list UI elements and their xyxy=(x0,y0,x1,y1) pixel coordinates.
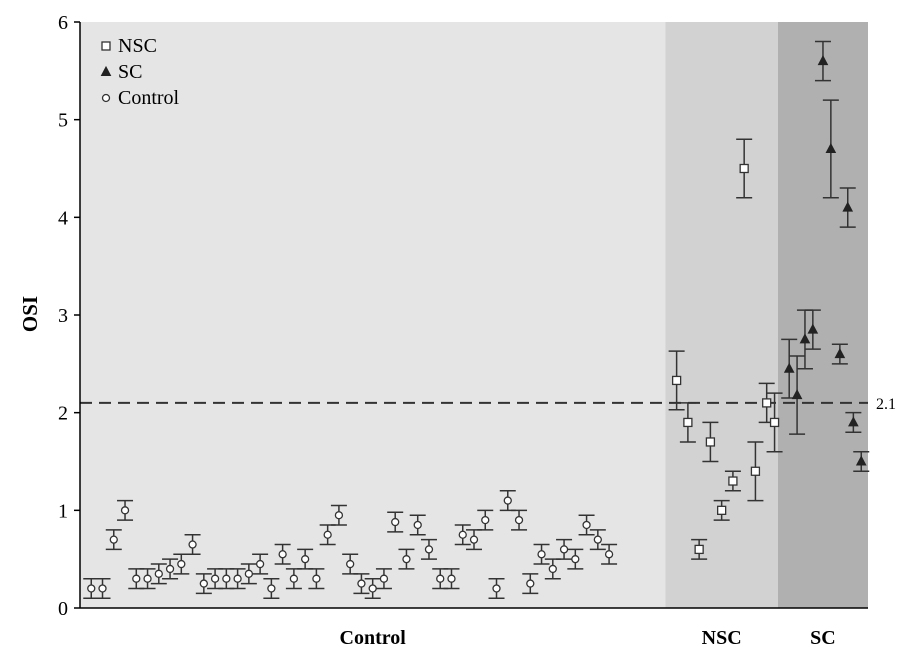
sc-point-1 xyxy=(791,389,803,400)
control-point-25 xyxy=(368,584,377,593)
control-point-32 xyxy=(447,574,456,583)
control-point-14 xyxy=(244,569,254,578)
y-tick-label-3: 3 xyxy=(58,305,68,327)
nsc-point-5 xyxy=(728,476,738,486)
control-point-23 xyxy=(346,559,355,569)
y-tick-label-4: 4 xyxy=(58,207,68,229)
control-point-41 xyxy=(548,564,557,574)
series-nsc xyxy=(668,138,783,560)
sc-point-9 xyxy=(855,455,867,466)
control-point-29 xyxy=(413,520,422,530)
nsc-point-9 xyxy=(769,417,780,428)
control-point-8 xyxy=(177,559,186,569)
sc-point-5 xyxy=(825,142,837,153)
control-point-16 xyxy=(267,584,276,593)
nsc-point-8 xyxy=(762,398,772,408)
nsc-point-0 xyxy=(671,375,682,386)
control-point-43 xyxy=(571,555,580,564)
control-point-33 xyxy=(458,530,467,539)
control-point-5 xyxy=(143,574,152,583)
nsc-point-2 xyxy=(694,544,704,555)
control-point-15 xyxy=(255,559,265,569)
y-tick-label-1: 1 xyxy=(58,500,68,522)
legend-label-sc: SC xyxy=(118,61,142,83)
data-series xyxy=(83,40,870,599)
control-point-1 xyxy=(98,584,107,593)
group-label-sc: SC xyxy=(810,627,836,647)
control-point-6 xyxy=(154,569,163,578)
control-point-35 xyxy=(481,515,490,525)
control-point-10 xyxy=(199,579,208,588)
control-point-21 xyxy=(323,530,332,539)
nsc-point-7 xyxy=(750,466,761,476)
y-tick-label-5: 5 xyxy=(58,110,68,132)
control-point-9 xyxy=(188,540,197,549)
control-point-36 xyxy=(492,584,501,593)
legend-marker-nsc xyxy=(101,41,111,51)
control-point-39 xyxy=(526,579,535,588)
reference-line-label: 2.1 xyxy=(876,396,896,413)
sc-point-0 xyxy=(783,362,795,373)
series-control xyxy=(83,490,618,599)
axes: 0 1 2 3 4 5 6 xyxy=(58,12,868,620)
control-point-28 xyxy=(402,555,411,564)
y-axis-title: OSI xyxy=(18,296,42,332)
control-point-22 xyxy=(334,511,344,520)
legend: NSC SC Control xyxy=(100,35,180,109)
group-band-control xyxy=(80,22,666,608)
control-point-12 xyxy=(222,574,231,583)
control-point-27 xyxy=(391,517,400,527)
group-band-sc xyxy=(777,22,868,608)
control-point-18 xyxy=(289,574,299,583)
control-point-42 xyxy=(559,545,569,554)
control-point-20 xyxy=(312,574,321,583)
control-point-30 xyxy=(424,545,434,554)
control-point-38 xyxy=(514,515,524,525)
control-point-7 xyxy=(165,564,175,574)
nsc-point-3 xyxy=(705,437,716,447)
sc-point-3 xyxy=(807,323,819,334)
control-point-0 xyxy=(87,584,96,593)
legend-label-nsc: NSC xyxy=(118,35,157,57)
sc-point-8 xyxy=(848,416,859,427)
control-point-19 xyxy=(300,555,310,564)
group-bands: Control NSC SC xyxy=(80,22,868,647)
nsc-point-1 xyxy=(683,417,693,428)
group-label-nsc: NSC xyxy=(702,627,742,647)
control-point-3 xyxy=(120,506,130,515)
legend-marker-control xyxy=(101,93,111,103)
nsc-point-6 xyxy=(739,163,749,174)
legend-label-control: Control xyxy=(118,87,180,109)
control-point-44 xyxy=(582,520,591,530)
control-point-31 xyxy=(436,574,445,583)
series-sc xyxy=(781,40,870,473)
control-point-34 xyxy=(469,535,479,544)
control-point-11 xyxy=(210,574,220,583)
legend-marker-sc xyxy=(100,65,112,76)
y-tick-label-2: 2 xyxy=(58,403,68,425)
control-point-37 xyxy=(503,496,512,505)
control-point-45 xyxy=(593,535,602,544)
control-point-40 xyxy=(537,550,546,559)
control-point-13 xyxy=(233,574,242,583)
control-point-2 xyxy=(109,535,118,544)
sc-point-7 xyxy=(842,201,854,212)
y-tick-label-0: 0 xyxy=(58,598,68,620)
control-point-17 xyxy=(278,550,287,559)
sc-point-4 xyxy=(817,54,829,66)
nsc-point-4 xyxy=(717,505,727,515)
control-point-26 xyxy=(379,574,389,583)
control-point-46 xyxy=(604,550,614,559)
sc-point-6 xyxy=(834,347,846,359)
control-point-24 xyxy=(357,579,366,588)
sc-point-2 xyxy=(799,333,811,344)
y-tick-label-6: 6 xyxy=(58,12,68,34)
control-point-4 xyxy=(132,574,141,583)
group-label-control: Control xyxy=(340,627,407,647)
